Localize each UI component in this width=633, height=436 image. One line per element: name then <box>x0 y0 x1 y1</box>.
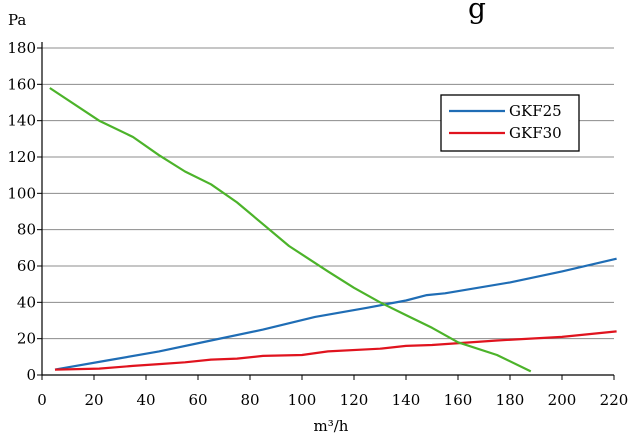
y-tick-label-100: 100 <box>7 184 36 202</box>
chart-title-fragment: g <box>468 0 486 25</box>
axes <box>37 42 615 380</box>
series-line-gkf30 <box>54 330 617 371</box>
y-tick-label-120: 120 <box>7 148 36 166</box>
x-tick-label-140: 140 <box>392 391 421 409</box>
y-tick-label-20: 20 <box>17 330 36 348</box>
x-tick-label-120: 120 <box>340 391 369 409</box>
x-tick-label-20: 20 <box>84 391 103 409</box>
legend-label-gkf30: GKF30 <box>509 124 562 142</box>
y-tick-label-60: 60 <box>17 257 36 275</box>
y-tick-label-40: 40 <box>17 293 36 311</box>
y-tick-label-80: 80 <box>17 221 36 239</box>
grid <box>42 47 614 340</box>
x-tick-label-100: 100 <box>288 391 317 409</box>
x-axis-label: m³/h <box>314 417 349 435</box>
series-line-gkf25 <box>54 257 617 371</box>
x-tick-label-40: 40 <box>136 391 155 409</box>
legend-box <box>440 94 580 152</box>
y-tick-label-180: 180 <box>7 39 36 57</box>
y-axis-label: Pa <box>8 11 26 29</box>
series-line-curve-3 <box>49 87 532 373</box>
x-tick-label-220: 220 <box>600 391 629 409</box>
x-tick-label-200: 200 <box>548 391 577 409</box>
y-tick-label-0: 0 <box>26 366 36 384</box>
x-tick-label-0: 0 <box>37 391 47 409</box>
legend: GKF25 GKF30 <box>440 94 580 152</box>
y-tick-label-140: 140 <box>7 112 36 130</box>
y-tick-label-160: 160 <box>7 75 36 93</box>
x-tick-label-180: 180 <box>496 391 525 409</box>
tick-labels: 0 20 40 60 80 100 120 140 160 180 0 20 40 60 80 100 120 1… <box>7 39 628 409</box>
x-tick-label-160: 160 <box>444 391 473 409</box>
series <box>49 87 617 373</box>
x-tick-label-60: 60 <box>188 391 207 409</box>
x-tick-label-80: 80 <box>240 391 259 409</box>
legend-label-gkf25: GKF25 <box>509 102 562 120</box>
